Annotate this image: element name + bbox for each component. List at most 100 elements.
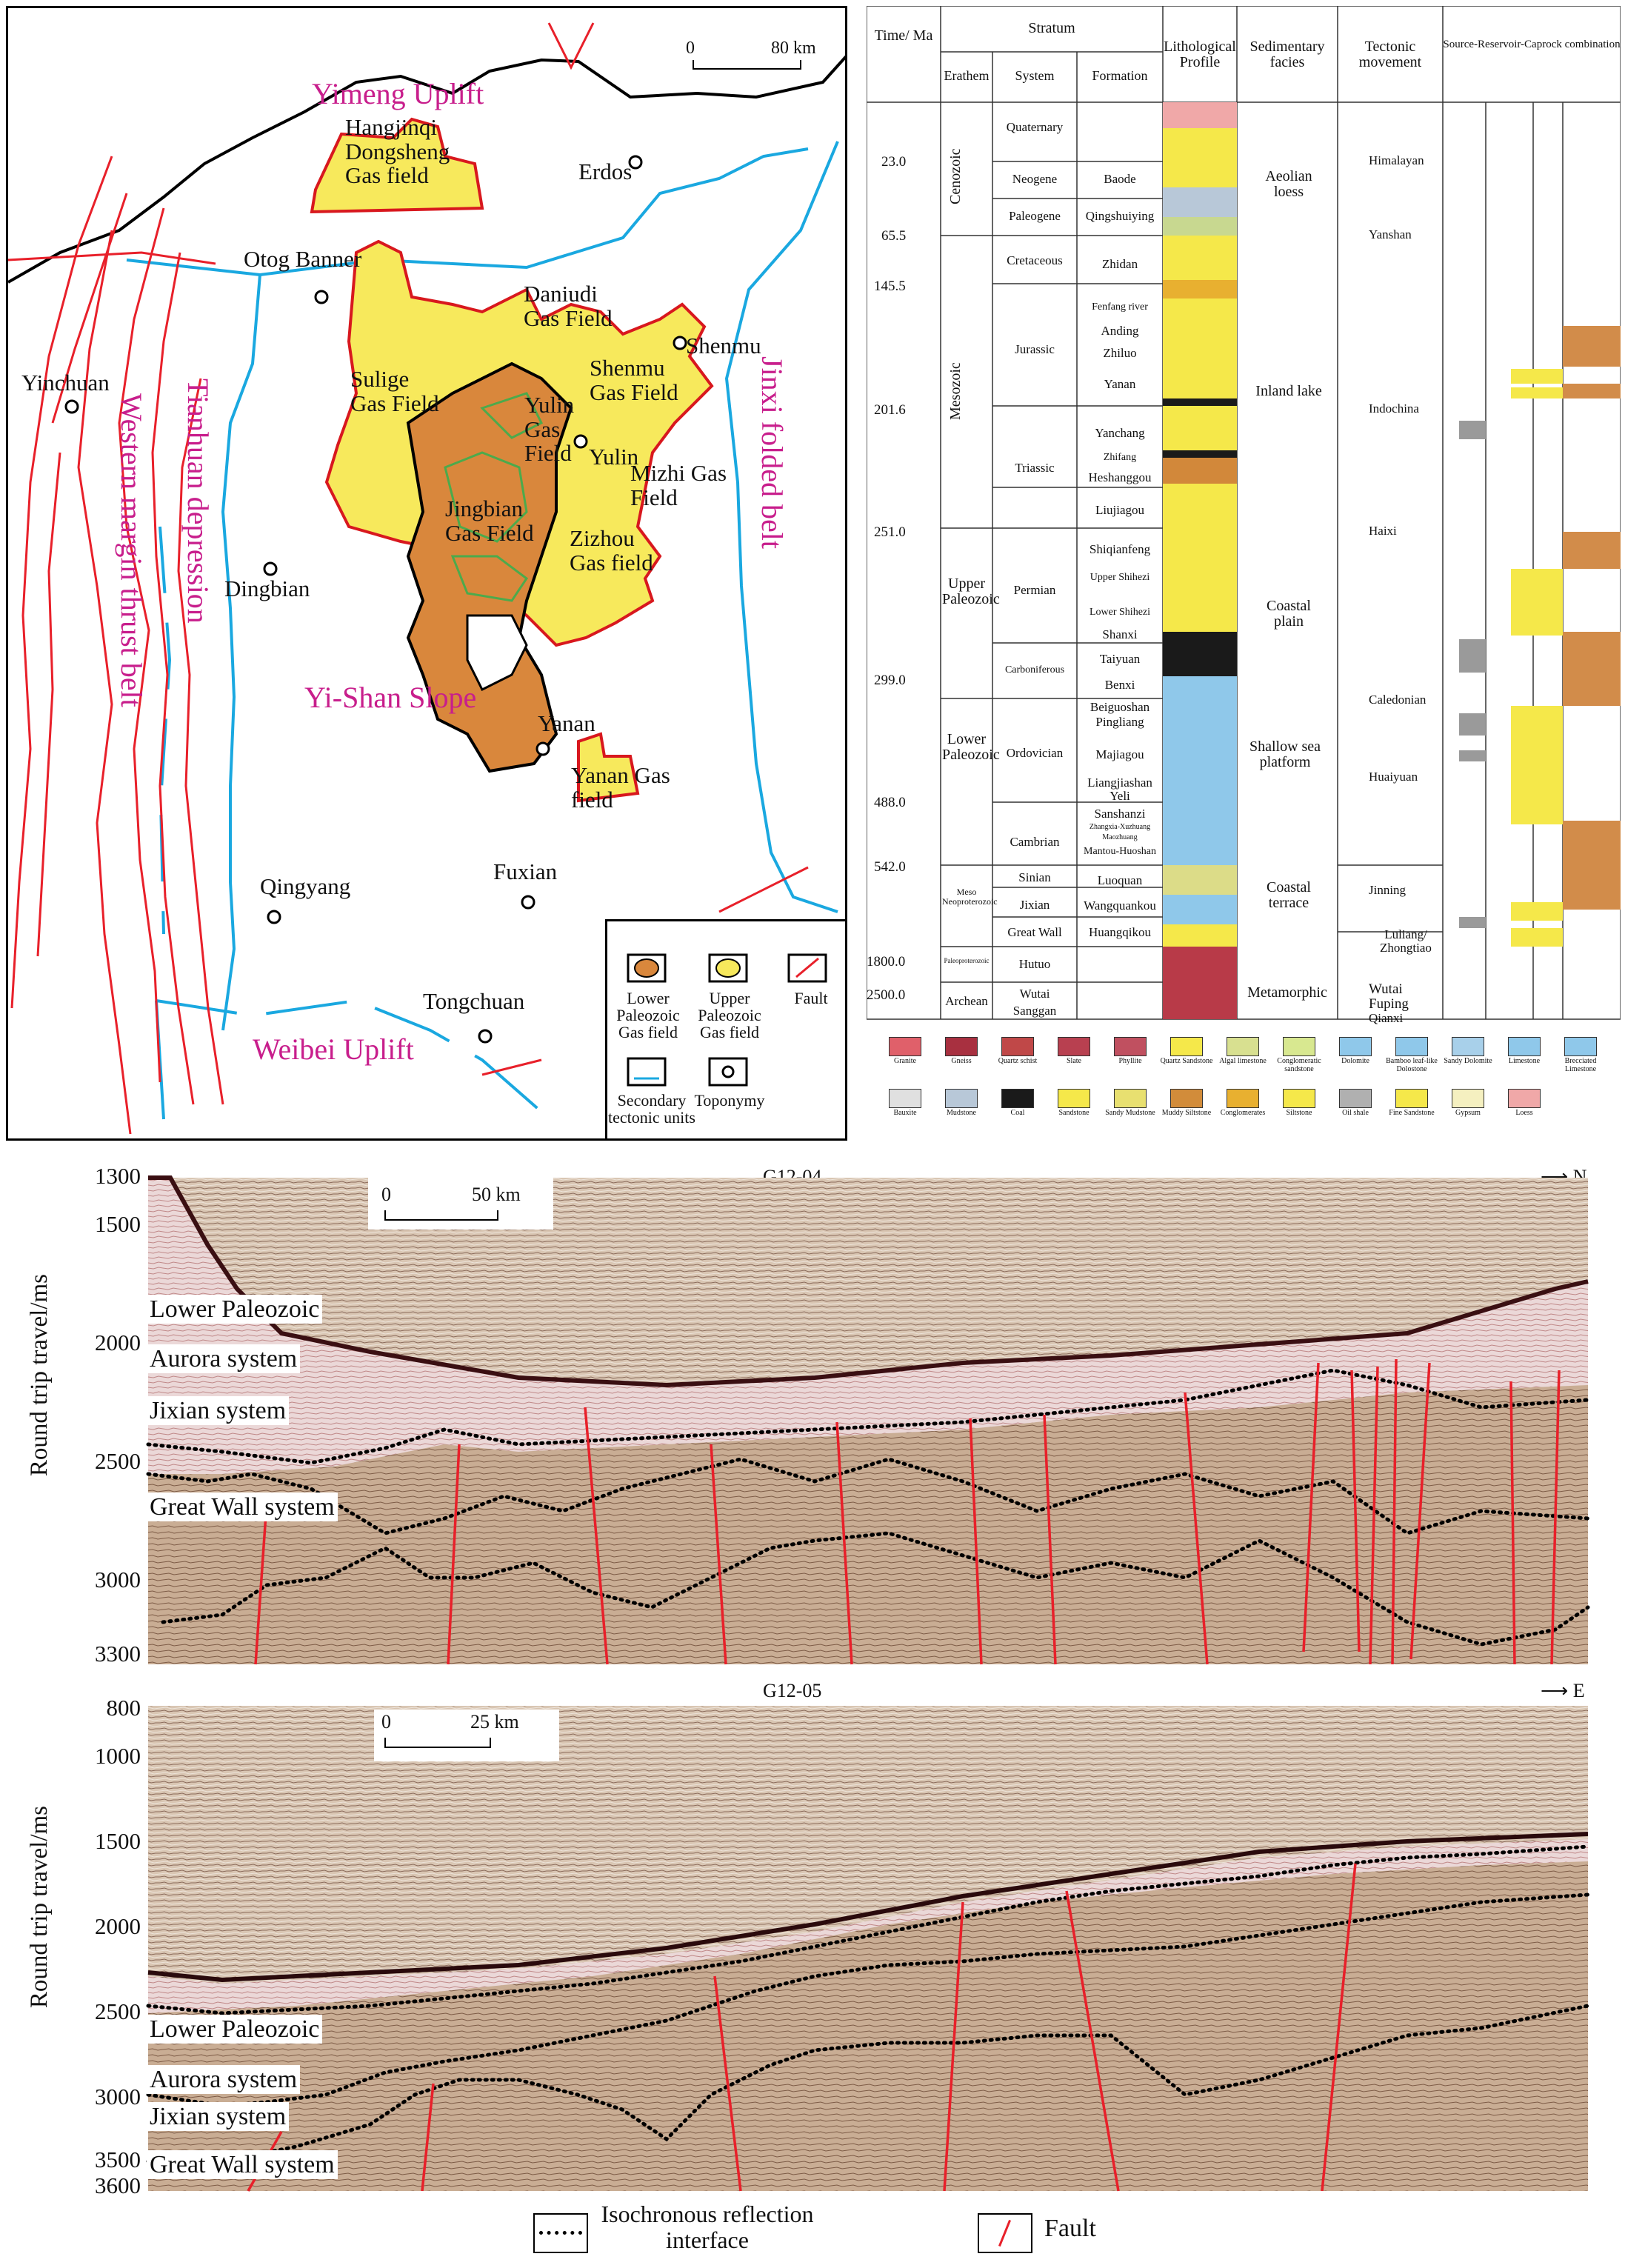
hdr-time: Time/ Ma <box>874 27 933 44</box>
section2-direction: ⟶ E <box>1541 1680 1585 1701</box>
system-10: Sinian <box>1018 870 1051 884</box>
formation-23: Zhangxia-Xuzhuang <box>1089 823 1151 831</box>
formation-8: Zhifang <box>1103 452 1137 463</box>
label-hangjinqi: Hangjinqi Dongsheng Gas field <box>345 114 450 189</box>
system-14: Wutai <box>1019 987 1050 1001</box>
litho-legend-label: Sandstone <box>1058 1109 1090 1117</box>
legend-upper-pz: Upper Paleozoic Gas field <box>698 989 761 1042</box>
hdr-system: System <box>1015 68 1055 83</box>
lithology-legend: Granite Gneiss Quartz schist Slate Phyllite Q… <box>889 1037 1621 1139</box>
formation-28: Huangqikou <box>1088 925 1152 939</box>
label-western-margin: Western margin thrust belt <box>115 393 148 707</box>
litho-swatch <box>945 1037 978 1056</box>
label-weibei-uplift: Weibei Uplift <box>253 1033 414 1066</box>
label-yulin-place: Yulin <box>589 444 639 470</box>
formation-18: Pingliang <box>1095 715 1144 729</box>
section1-scale-zero: 0 <box>381 1184 391 1205</box>
formation-21: Yeli <box>1110 789 1130 803</box>
s2-unit-great-wall: Great Wall system <box>147 2150 338 2180</box>
label-yulin-field: Yulin Gas Field <box>524 392 575 467</box>
label-zizhou: Zizhou Gas field <box>570 525 653 576</box>
facies-inland: Inland lake <box>1255 383 1322 399</box>
label-shenmu-place: Shenmu <box>686 333 761 358</box>
system-7: Carboniferous <box>1004 664 1065 676</box>
label-daniudi: Daniudi Gas Field <box>524 281 613 331</box>
label-jingbian: Jingbian Gas Field <box>445 496 534 546</box>
litho-legend-label: Slate <box>1067 1057 1081 1065</box>
s1-ytick-5: 3300 <box>95 1641 141 1667</box>
system-11: Jixian <box>1019 898 1050 912</box>
formation-3: Fenfang river <box>1092 301 1148 313</box>
age-9: 2500.0 <box>867 987 906 1003</box>
erathem-meso-neo: Meso Neoproterozoic <box>942 887 998 907</box>
formation-6: Yanan <box>1104 377 1136 391</box>
age-2: 145.5 <box>874 279 906 294</box>
seismic-section-g12-04: G12-04 ⟶ N <box>0 1163 1625 1670</box>
litho-legend-label: Quartz Sandstone <box>1160 1057 1213 1065</box>
litho-swatch <box>1395 1037 1428 1056</box>
formation-16: Benxi <box>1104 678 1135 692</box>
label-tongchuan: Tongchuan <box>423 988 525 1014</box>
label-mizhi: Mizhi Gas Field <box>630 460 727 510</box>
litho-swatch <box>1114 1037 1147 1056</box>
erathem-upper-pz: Upper Paleozoic <box>942 576 1000 607</box>
hdr-facies: Sedimentary facies <box>1249 39 1325 70</box>
strat-grid <box>867 6 1621 1020</box>
formation-7: Yanchang <box>1095 426 1145 440</box>
erathem-archean: Archean <box>945 994 988 1008</box>
formation-15: Taiyuan <box>1099 652 1141 666</box>
litho-swatch <box>1452 1037 1484 1056</box>
litho-legend-label: Sandy Mudstone <box>1105 1109 1155 1117</box>
erathem-lower-pz: Lower Paleozoic <box>942 731 1000 763</box>
label-qingyang: Qingyang <box>260 873 351 899</box>
litho-legend-label: Bauxite <box>893 1109 917 1117</box>
facies-metamorphic: Metamorphic <box>1247 984 1327 1001</box>
tectonic-1: Yanshan <box>1369 227 1412 241</box>
hdr-tectonic: Tectonic movement <box>1358 39 1422 70</box>
formation-19: Majiagou <box>1095 747 1144 761</box>
tectonic-5: Huaiyuan <box>1369 770 1418 784</box>
map-drawing <box>8 22 845 1135</box>
litho-legend-label: Sandy Dolomite <box>1444 1057 1492 1065</box>
tectonic-9: Fuping <box>1369 996 1409 1012</box>
litho-profile <box>1163 102 1237 1019</box>
litho-legend-label: Gypsum <box>1455 1109 1481 1117</box>
litho-legend-label: Granite <box>894 1057 916 1065</box>
legend-fault: Fault <box>794 989 828 1007</box>
litho-swatch <box>1339 1037 1372 1056</box>
s2-unit-aurora: Aurora system <box>147 2065 301 2095</box>
s1-ytick-3: 2500 <box>95 1448 141 1474</box>
formation-0: Baode <box>1104 172 1136 186</box>
litho-swatch <box>1508 1037 1541 1056</box>
litho-swatch <box>1227 1037 1259 1056</box>
stratigraphic-column: Time/ Ma Stratum Erathem System Formatio… <box>867 6 1621 1139</box>
litho-swatch <box>1452 1089 1484 1108</box>
s2-ytick-0: 800 <box>106 1695 141 1721</box>
s2-unit-lower-pz: Lower Paleozoic <box>147 2015 323 2044</box>
formation-24: Maozhuang <box>1102 833 1138 841</box>
formation-9: Heshanggou <box>1088 470 1152 484</box>
s2-ytick-7: 3600 <box>95 2172 141 2198</box>
litho-swatch <box>1395 1089 1428 1108</box>
tectonic-10: Qianxi <box>1369 1011 1404 1025</box>
litho-legend-label: Limestone <box>1508 1057 1541 1065</box>
formation-13: Lower Shihezi <box>1089 607 1151 618</box>
legend-toponymy: Toponymy <box>694 1091 765 1110</box>
map-scale-zero: 0 <box>686 39 695 58</box>
litho-swatch <box>1170 1037 1203 1056</box>
facies-shallow: Shallow sea platform <box>1249 738 1321 770</box>
tectonic-0: Himalayan <box>1369 153 1424 167</box>
tectonic-3: Haixi <box>1369 524 1397 538</box>
litho-swatch <box>1058 1089 1090 1108</box>
map-legend: Lower Paleozoic Gas field Upper Paleozoi… <box>605 919 845 1138</box>
litho-legend-label: Gneiss <box>951 1057 972 1065</box>
system-13: Hutuo <box>1018 957 1051 971</box>
litho-swatch <box>889 1089 921 1108</box>
seismic-section-g12-05: G12-05 ⟶ E 0 25 km 800 1000 1500 2000 25… <box>0 1680 1625 2198</box>
litho-swatch <box>945 1089 978 1108</box>
src-res-cap <box>1459 326 1621 947</box>
facies-aeolian: Aeolian loess <box>1265 168 1312 200</box>
litho-swatch <box>1170 1089 1203 1108</box>
label-yanan-place: Yanan <box>538 710 595 736</box>
label-jinxi: Jinxi folded belt <box>755 356 789 549</box>
